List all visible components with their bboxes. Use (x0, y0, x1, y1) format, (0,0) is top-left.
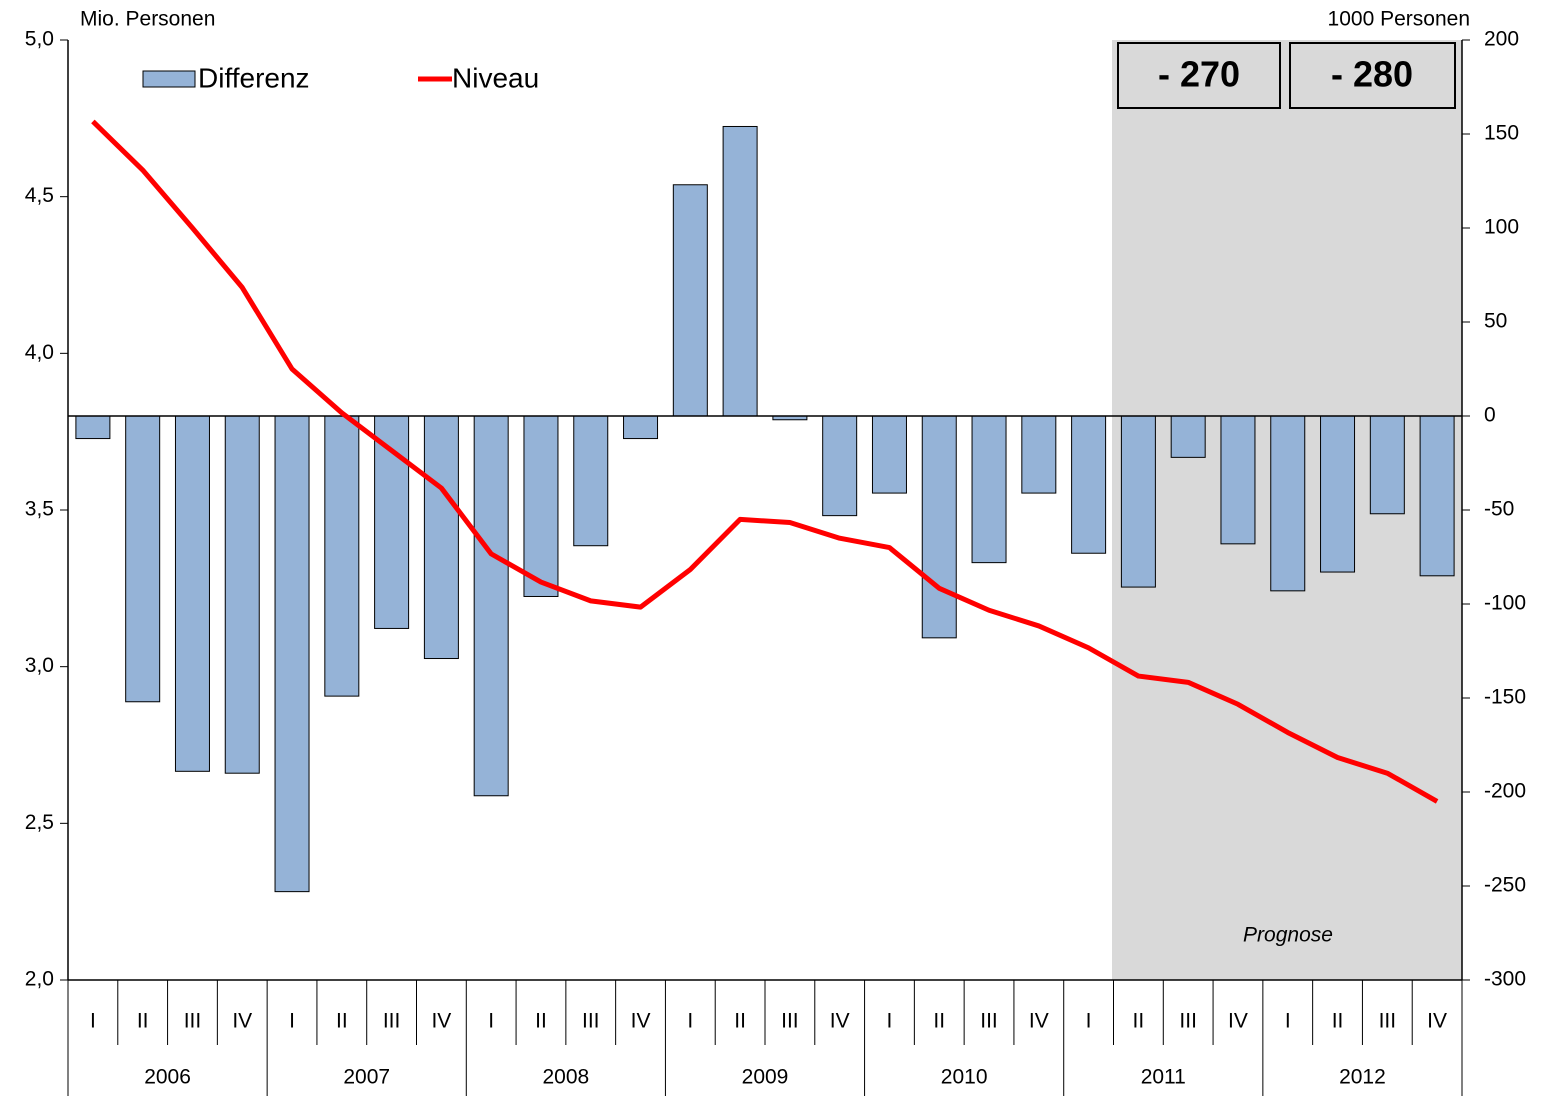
x-tick-label: I (90, 1010, 96, 1033)
legend-swatch (142, 70, 196, 88)
y2-tick-label: -200 (1484, 780, 1526, 803)
y-axis-label: Mio. Personen (80, 8, 215, 31)
y2-tick-label: -100 (1484, 592, 1526, 615)
bar (921, 415, 957, 639)
y2-tick-label: 200 (1484, 28, 1519, 51)
x-tick-label: II (336, 1010, 348, 1033)
bar (573, 415, 609, 547)
y-tick-label: 3,5 (25, 498, 54, 521)
x-tick-label: I (488, 1010, 494, 1033)
year-label: 2007 (343, 1066, 390, 1089)
y2-tick-label: 50 (1484, 310, 1507, 333)
x-tick-label: IV (431, 1010, 451, 1033)
bar (1320, 415, 1356, 573)
legend-label: Differenz (198, 62, 310, 93)
y2-axis-label: 1000 Personen (1328, 8, 1470, 31)
bar (324, 415, 360, 697)
bar (1419, 415, 1455, 577)
x-tick-label: III (1179, 1010, 1197, 1033)
x-tick-label: II (1332, 1010, 1344, 1033)
legend-label: Niveau (452, 62, 539, 93)
bar (423, 415, 459, 660)
x-tick-label: IV (631, 1010, 651, 1033)
bar (672, 184, 708, 417)
y2-tick-label: -250 (1484, 874, 1526, 897)
x-tick-label: II (1133, 1010, 1145, 1033)
year-label: 2006 (144, 1066, 191, 1089)
x-tick-label: II (137, 1010, 149, 1033)
annotation-box (1289, 42, 1456, 109)
x-tick-label: III (383, 1010, 401, 1033)
x-tick-label: I (289, 1010, 295, 1033)
year-label: 2011 (1141, 1066, 1186, 1089)
x-tick-label: III (1379, 1010, 1397, 1033)
x-tick-label: II (734, 1010, 746, 1033)
y2-tick-label: -150 (1484, 686, 1526, 709)
annotation-box (1117, 42, 1281, 109)
x-tick-label: II (535, 1010, 547, 1033)
x-tick-label: IV (830, 1010, 850, 1033)
bar (174, 415, 210, 772)
bar (274, 415, 310, 893)
bar (75, 415, 111, 440)
bar (1170, 415, 1206, 458)
y2-tick-label: -50 (1484, 498, 1514, 521)
x-tick-label: III (582, 1010, 600, 1033)
bar (623, 415, 659, 440)
x-tick-label: III (980, 1010, 998, 1033)
bar (1021, 415, 1057, 494)
year-label: 2008 (542, 1066, 589, 1089)
bar (822, 415, 858, 517)
y2-tick-label: 150 (1484, 122, 1519, 145)
x-tick-label: IV (1029, 1010, 1049, 1033)
x-tick-label: I (687, 1010, 693, 1033)
x-tick-label: III (781, 1010, 799, 1033)
x-tick-label: IV (1427, 1010, 1447, 1033)
bar (523, 415, 559, 597)
x-tick-label: IV (1228, 1010, 1248, 1033)
y-tick-label: 2,0 (25, 968, 54, 991)
bar (224, 415, 260, 774)
y2-tick-label: 0 (1484, 404, 1496, 427)
x-tick-label: II (933, 1010, 945, 1033)
y-tick-label: 4,5 (25, 184, 54, 207)
year-label: 2009 (742, 1066, 789, 1089)
annotation: - 270 (1158, 54, 1240, 95)
bar (971, 415, 1007, 564)
bar (1220, 415, 1256, 545)
x-tick-label: III (184, 1010, 202, 1033)
year-label: 2010 (941, 1066, 988, 1089)
bar (871, 415, 907, 494)
y-tick-label: 3,0 (25, 654, 54, 677)
bar (1120, 415, 1156, 588)
line (91, 119, 1439, 804)
y2-tick-label: -300 (1484, 968, 1526, 991)
bar (1369, 415, 1405, 515)
y-tick-label: 4,0 (25, 341, 54, 364)
annotation: - 280 (1331, 54, 1413, 95)
y2-tick-label: 100 (1484, 216, 1519, 239)
bar (722, 125, 758, 417)
bar (473, 415, 509, 797)
annotation: Prognose (1243, 924, 1333, 947)
year-label: 2012 (1339, 1066, 1386, 1089)
x-tick-label: I (1285, 1010, 1291, 1033)
x-tick-label: I (1086, 1010, 1092, 1033)
bar (1071, 415, 1107, 554)
bar (1270, 415, 1306, 592)
y-tick-label: 2,5 (25, 811, 54, 834)
y-tick-label: 5,0 (25, 28, 54, 51)
x-tick-label: IV (232, 1010, 252, 1033)
bar (125, 415, 161, 703)
x-tick-label: I (887, 1010, 893, 1033)
